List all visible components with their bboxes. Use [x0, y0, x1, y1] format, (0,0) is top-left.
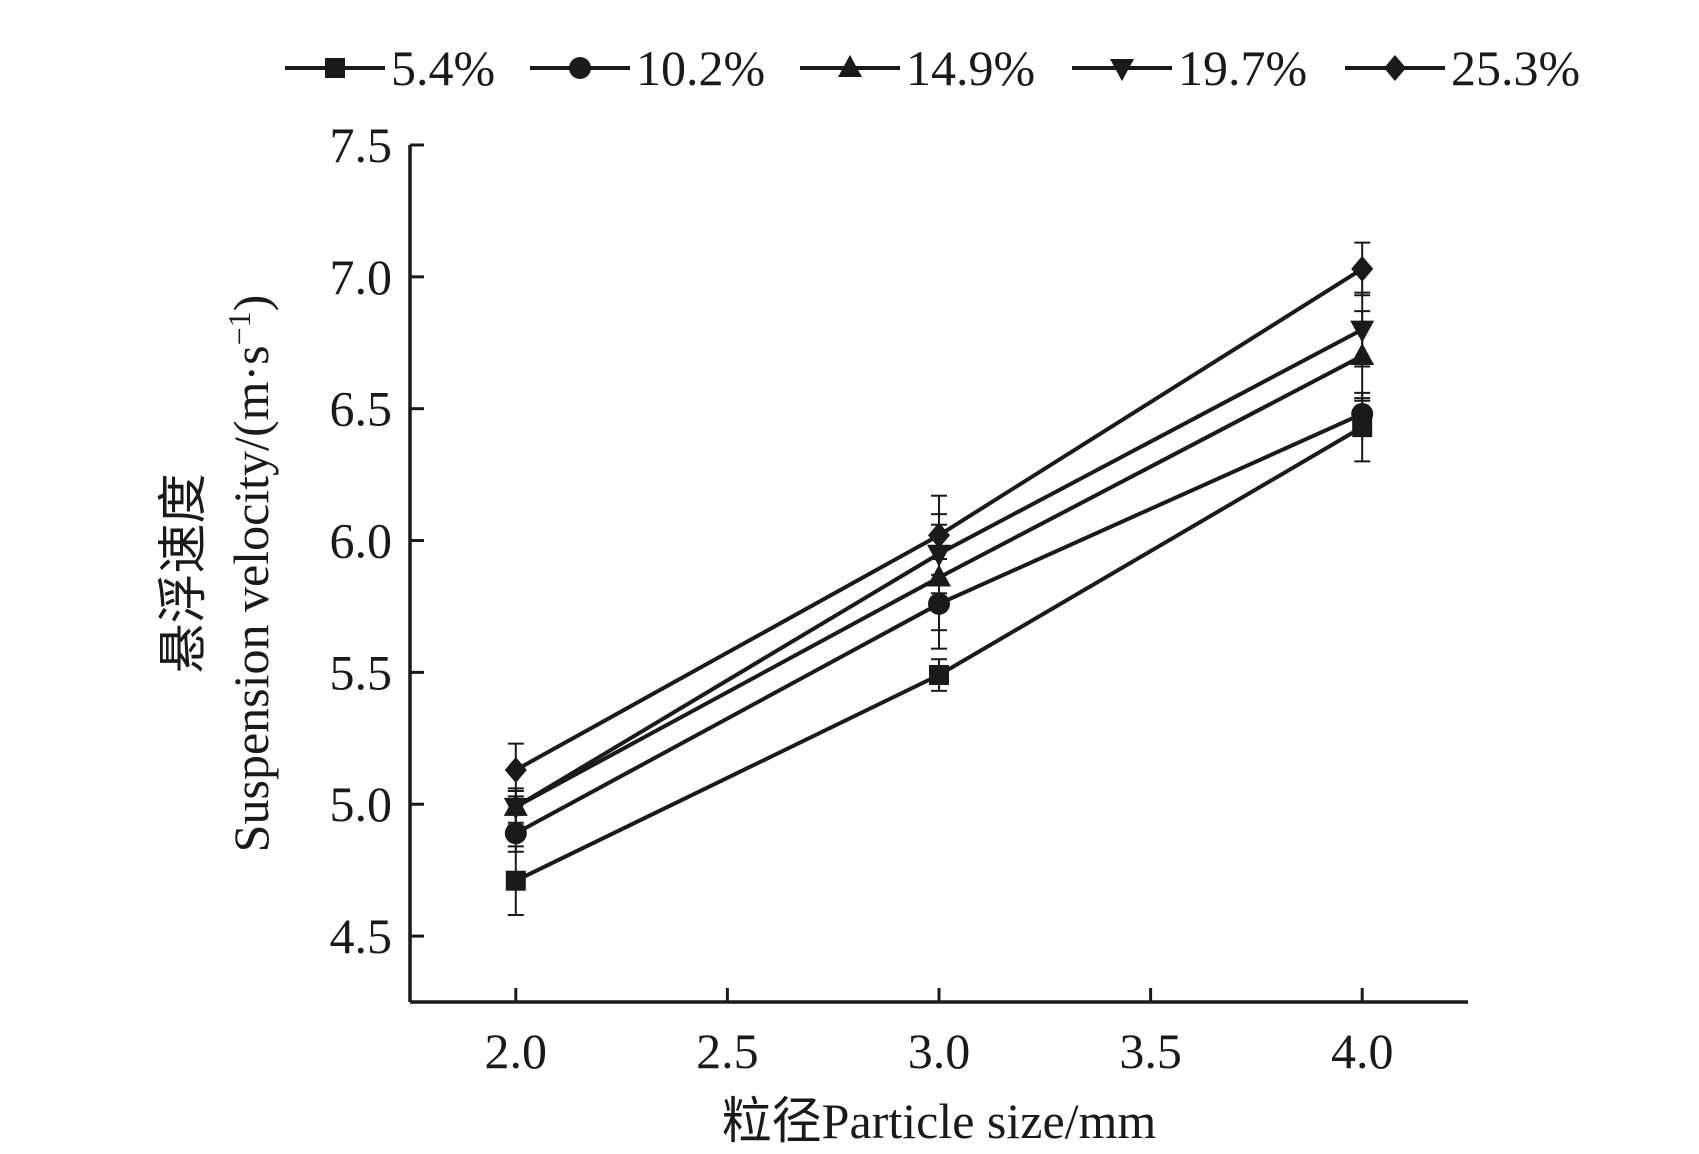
legend-item: 10.2% — [530, 40, 765, 96]
y-tick-label: 7.5 — [330, 117, 393, 173]
marker-triangle-down — [503, 797, 528, 820]
x-tick-label: 4.0 — [1331, 1023, 1394, 1079]
legend-label: 14.9% — [906, 40, 1035, 96]
legend-item: 19.7% — [1072, 40, 1307, 96]
y-tick-label: 5.5 — [330, 644, 393, 700]
marker-square — [505, 870, 526, 891]
legend-label: 19.7% — [1178, 40, 1307, 96]
series — [505, 391, 1373, 916]
x-axis-ticks: 2.0 2.5 3.0 3.5 4.0 — [485, 988, 1394, 1079]
marker-diamond — [504, 756, 527, 783]
y-tick-label: 6.5 — [330, 381, 393, 437]
x-axis-title: 粒径Particle size/mm — [722, 1093, 1157, 1149]
legend-label: 5.4% — [391, 40, 495, 96]
x-tick-label: 3.5 — [1119, 1023, 1182, 1079]
x-tick-label: 2.0 — [485, 1023, 548, 1079]
marker-circle — [1351, 402, 1374, 425]
marker-square — [325, 58, 345, 78]
marker-circle — [569, 57, 591, 79]
marker-triangle-up — [838, 55, 862, 77]
legend-item: 25.3% — [1345, 40, 1580, 96]
legend-item: 5.4% — [285, 40, 495, 96]
x-tick-label: 3.0 — [908, 1023, 971, 1079]
y-axis-title-chinese: 悬浮速度 — [155, 474, 211, 674]
y-axis-title-text: Suspension velocity/(m·s — [223, 345, 279, 852]
marker-diamond — [928, 522, 950, 549]
y-axis-ticks: 4.5 5.0 5.5 6.0 6.5 7.0 7.5 — [330, 117, 424, 964]
marker-diamond — [1384, 55, 1406, 81]
plot-area: 4.5 5.0 5.5 6.0 6.5 7.0 7.5 2.0 2.5 3.0 3.5 4.0 — [330, 117, 1468, 1079]
y-tick-label: 7.0 — [330, 249, 393, 305]
y-tick-label: 6.0 — [330, 513, 393, 569]
marker-triangle-down — [1110, 59, 1134, 81]
y-tick-label: 5.0 — [330, 776, 393, 832]
legend-label: 25.3% — [1451, 40, 1580, 96]
axes: 4.5 5.0 5.5 6.0 6.5 7.0 7.5 2.0 2.5 3.0 3.5 4.0 — [330, 117, 1468, 1079]
marker-diamond — [1351, 255, 1374, 282]
legend-item: 14.9% — [800, 40, 1035, 96]
marker-circle — [504, 822, 527, 845]
x-tick-label: 2.5 — [696, 1023, 759, 1079]
series — [504, 241, 1374, 798]
series-group — [503, 241, 1375, 916]
y-axis-title: 悬浮速度 Suspension velocity/(m·s−1) — [155, 295, 279, 853]
legend-label: 10.2% — [636, 40, 765, 96]
y-axis-title-english: Suspension velocity/(m·s−1) — [221, 295, 279, 853]
legend: 5.4% 10.2% 14.9% 19.7% 25.3% — [285, 40, 1580, 96]
y-axis-title-close-paren: ) — [223, 295, 279, 312]
y-tick-label: 4.5 — [330, 908, 393, 964]
marker-triangle-down — [1350, 320, 1375, 343]
marker-square — [929, 665, 949, 686]
y-axis-title-superscript: −1 — [221, 311, 257, 345]
